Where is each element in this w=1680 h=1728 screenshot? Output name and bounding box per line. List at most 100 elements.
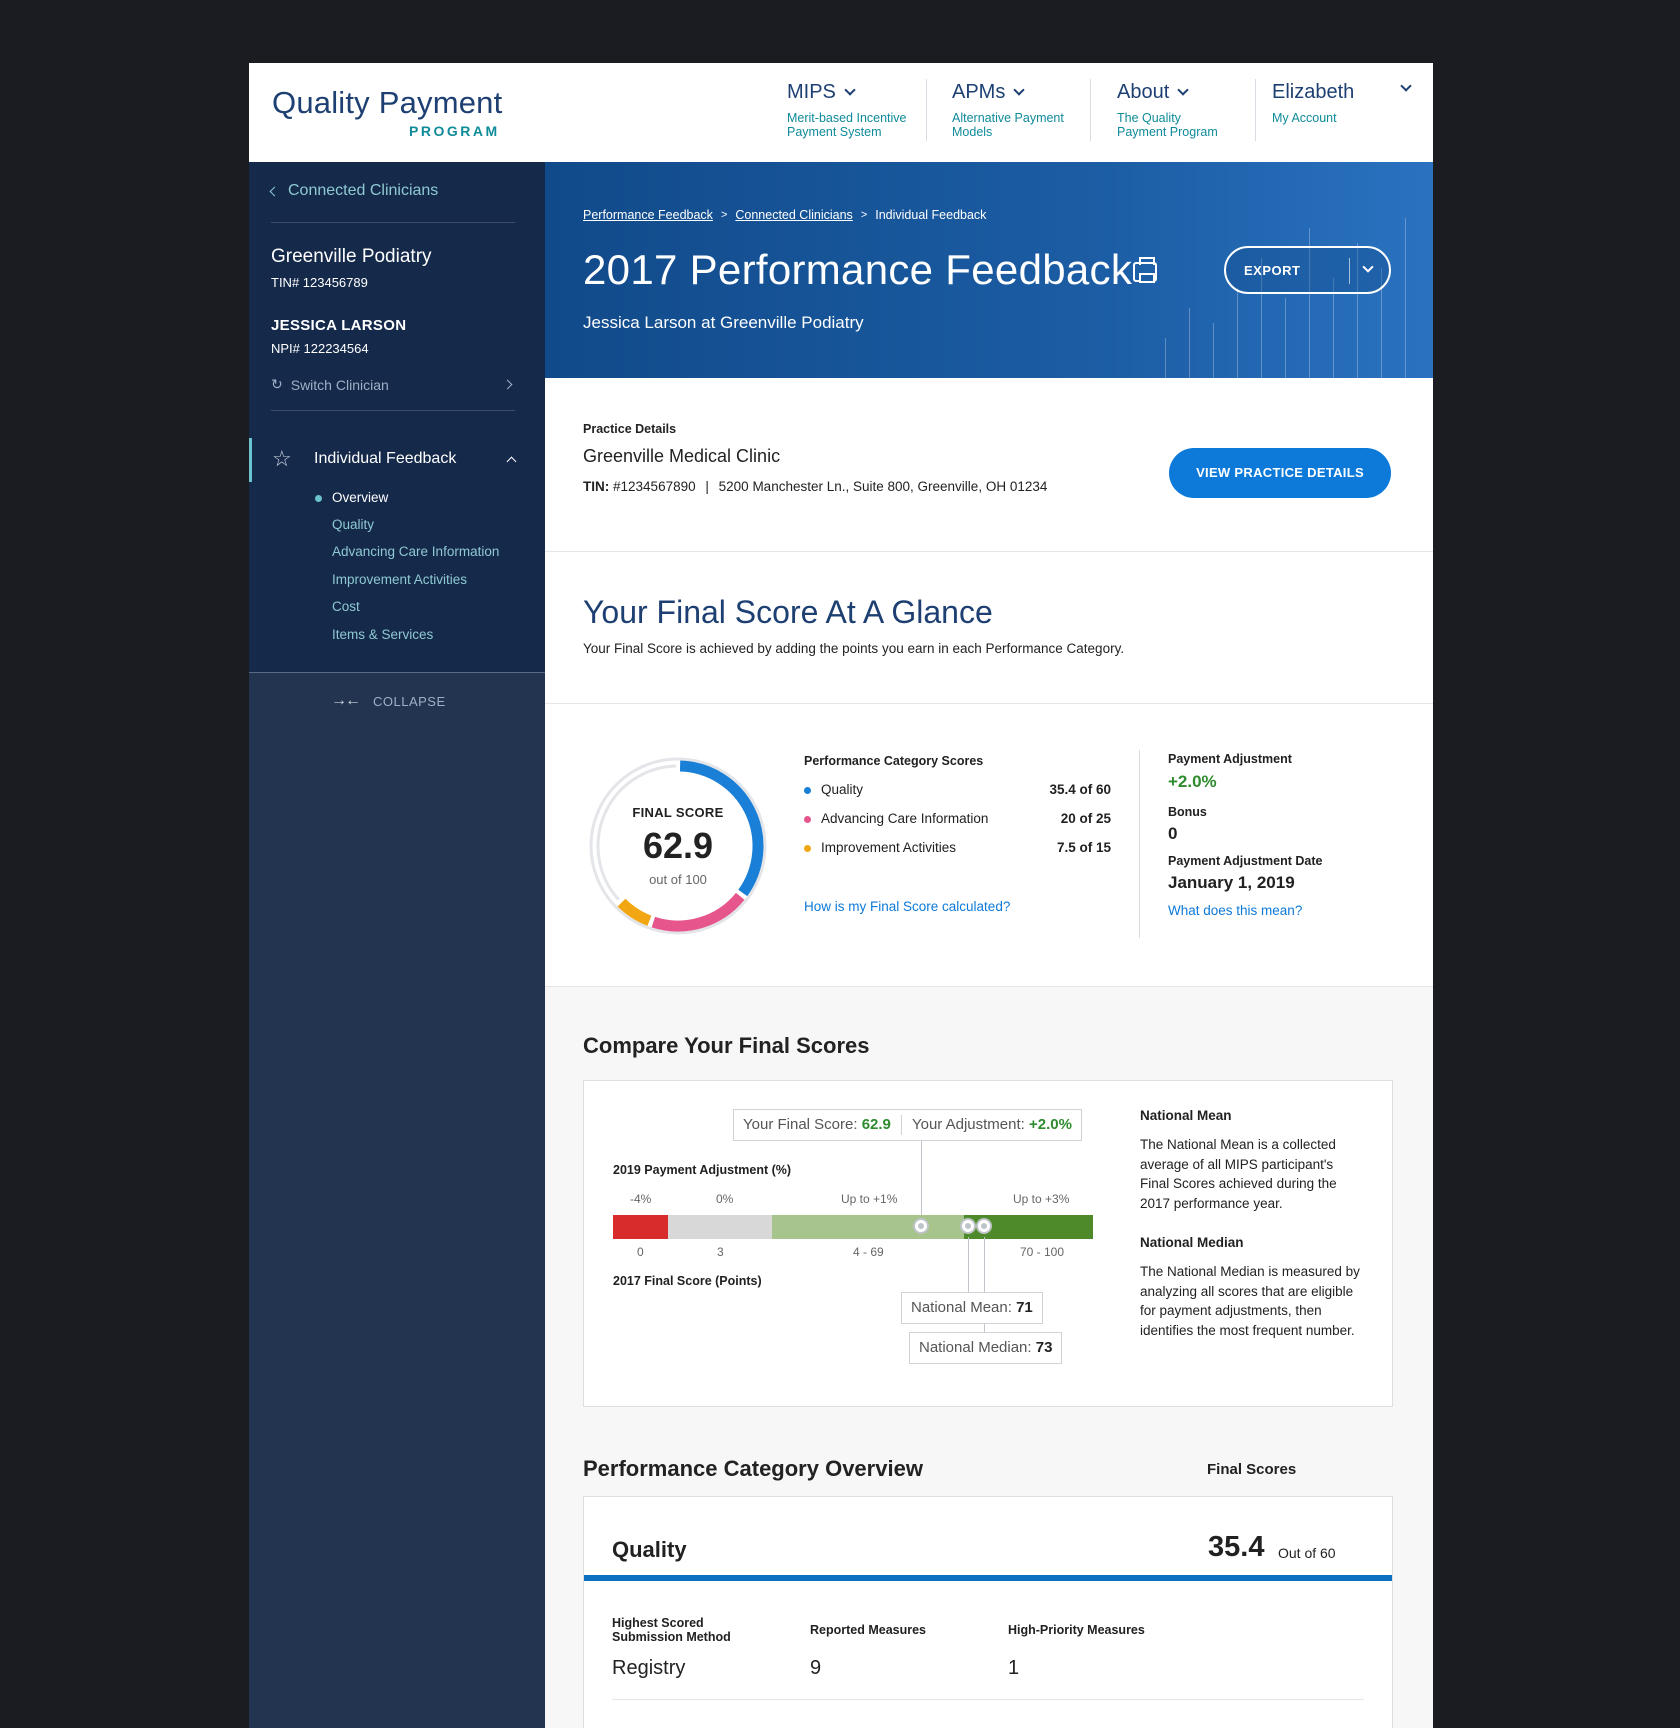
breadcrumb-connected-clinicians[interactable]: Connected Clinicians (735, 208, 853, 222)
adjustment-axis-label: 2019 Payment Adjustment (%) (613, 1163, 792, 1177)
score-tick: 4 - 69 (853, 1245, 884, 1259)
clinician-npi: NPI# 122234564 (271, 341, 369, 356)
national-median-title: National Median (1140, 1235, 1244, 1250)
adj-tick: Up to +3% (1013, 1192, 1070, 1206)
field-value: 1 (1008, 1657, 1020, 1679)
print-icon[interactable] (1133, 257, 1157, 283)
page-title: 2017 Performance Feedback (583, 246, 1133, 293)
what-does-this-mean-link[interactable]: What does this mean? (1168, 903, 1303, 918)
national-median-value: 73 (1035, 1339, 1053, 1356)
breadcrumb-separator-icon: > (860, 209, 868, 221)
category-score: 20 of 25 (1060, 811, 1111, 826)
chevron-left-icon (269, 186, 280, 196)
field-label: Highest Scored Submission Method (612, 1616, 731, 1644)
legend-dot-icon (804, 787, 811, 794)
donut-arcs (596, 760, 764, 932)
nav-apms-title: APMs (952, 80, 1006, 103)
sidebar-top: Connected Clinicians Greenville Podiatry… (249, 162, 545, 672)
sidebar-subitem-advancing-care[interactable]: Advancing Care Information (332, 544, 500, 559)
your-score-tooltip: Your Final Score: 62.9 Your Adjustment: … (733, 1109, 1082, 1141)
back-connected-clinicians-link[interactable]: Connected Clinicians (269, 182, 438, 200)
sidebar-item-individual-feedback[interactable]: ☆ Individual Feedback (249, 438, 545, 482)
nav-about-sub: The Quality (1117, 111, 1181, 125)
app-window: Quality Payment PROGRAM MIPS Merit-based… (249, 63, 1433, 1728)
category-overview-title: Performance Category Overview (583, 1456, 923, 1481)
info-separator: | (705, 479, 709, 494)
sidebar-subitem-cost[interactable]: Cost (332, 599, 360, 614)
national-mean-tooltip: National Mean: 71 (901, 1292, 1043, 1324)
final-score-glance: FINAL SCORE 62.9 out of 100 Performance … (545, 704, 1433, 987)
nav-apms-sub: Alternative Payment (952, 111, 1064, 125)
chevron-down-icon (1400, 80, 1412, 92)
donut-segment (679, 760, 764, 897)
payment-adjustment-label: Payment Adjustment (1168, 752, 1292, 766)
logo-sub: PROGRAM (409, 123, 500, 139)
chevron-right-icon (502, 379, 513, 390)
category-name: Improvement Activities (821, 840, 957, 855)
your-adjustment-value: +2.0% (1029, 1116, 1072, 1133)
final-score-description: Your Final Score is achieved by adding t… (583, 641, 1125, 656)
breadcrumb-performance-feedback[interactable]: Performance Feedback (583, 208, 713, 222)
nav-mips-sub: Merit-based Incentive (787, 111, 907, 125)
nav-about[interactable]: About The Quality Payment Program (1117, 79, 1218, 149)
nav-about-sub2: Payment Program (1117, 125, 1218, 139)
category-card-title: Quality (612, 1537, 687, 1562)
bonus-value: 0 (1168, 824, 1178, 843)
nav-apms[interactable]: APMs Alternative Payment Models (952, 79, 1064, 149)
sidebar-subitem-improvement[interactable]: Improvement Activities (332, 572, 468, 587)
donut-label: FINAL SCORE 62.9 out of 100 (581, 749, 775, 943)
score-tick: 3 (717, 1245, 724, 1259)
nav-account-sub: My Account (1272, 111, 1337, 125)
card-divider (612, 1699, 1364, 1700)
payment-date-value: January 1, 2019 (1168, 873, 1295, 892)
national-mean-description: The National Mean is a collected average… (1140, 1137, 1337, 1211)
national-mean-marker (960, 1218, 976, 1234)
chevron-up-icon (506, 456, 517, 467)
view-practice-details-button[interactable]: VIEW PRACTICE DETAILS (1169, 448, 1391, 498)
donut-track (589, 757, 767, 935)
national-mean-label: National Mean: (911, 1299, 1012, 1316)
donut-segment (617, 898, 652, 926)
practice-details-name: Greenville Medical Clinic (583, 446, 781, 466)
nav-divider (926, 79, 927, 141)
practice-address: 5200 Manchester Ln., Suite 800, Greenvil… (718, 479, 1048, 494)
compare-title: Compare Your Final Scores (583, 1033, 870, 1058)
main-content: Performance Feedback > Connected Clinici… (545, 162, 1433, 1728)
score-tick: 0 (637, 1245, 644, 1259)
category-name: Quality (821, 782, 864, 797)
national-mean-title: National Mean (1140, 1108, 1232, 1123)
logo-main[interactable]: Quality Payment (272, 85, 503, 120)
final-score-value: 62.9 (642, 825, 714, 866)
your-score-marker (913, 1218, 929, 1234)
collapse-button[interactable]: →← COLLAPSE (331, 692, 446, 710)
nav-mips-title: MIPS (787, 80, 836, 103)
field-value: 9 (810, 1657, 822, 1679)
quality-category-card[interactable]: Quality 35.4 Out of 60 Highest Scored Su… (583, 1496, 1393, 1728)
star-icon: ☆ (272, 446, 292, 471)
your-score-connector (921, 1141, 922, 1219)
final-score-header: Your Final Score At A Glance Your Final … (545, 552, 1433, 704)
final-score-donut (589, 757, 767, 935)
sidebar-subitem-overview[interactable]: Overview (332, 490, 389, 505)
nav-mips-sub2: Payment System (787, 125, 882, 139)
sidebar-subitem-quality[interactable]: Quality (332, 517, 375, 532)
final-score-title: Your Final Score At A Glance (583, 594, 993, 630)
field-label: High-Priority Measures (1008, 1623, 1145, 1637)
chevron-down-icon (844, 83, 856, 96)
final-score-out-of: out of 100 (649, 872, 707, 887)
median-connector (984, 1237, 985, 1333)
national-median-description: The National Median is measured by analy… (1140, 1264, 1360, 1338)
practice-details-label: Practice Details (583, 422, 677, 436)
sidebar: Connected Clinicians Greenville Podiatry… (249, 162, 545, 1728)
switch-clinician-link[interactable]: ↻ Switch Clinician (271, 376, 515, 393)
nav-divider (1255, 79, 1256, 141)
final-score-calc-link[interactable]: How is my Final Score calculated? (804, 899, 1011, 914)
nav-account[interactable]: Elizabeth My Account (1272, 79, 1412, 149)
export-button[interactable]: EXPORT (1224, 246, 1391, 294)
page-subtitle: Jessica Larson at Greenville Podiatry (583, 313, 864, 332)
nav-apms-sub2: Models (952, 125, 993, 139)
sidebar-subitem-items-services[interactable]: Items & Services (332, 627, 434, 642)
nav-divider (1090, 79, 1091, 141)
nav-mips[interactable]: MIPS Merit-based Incentive Payment System (787, 79, 907, 149)
legend-dot-icon (804, 816, 811, 823)
